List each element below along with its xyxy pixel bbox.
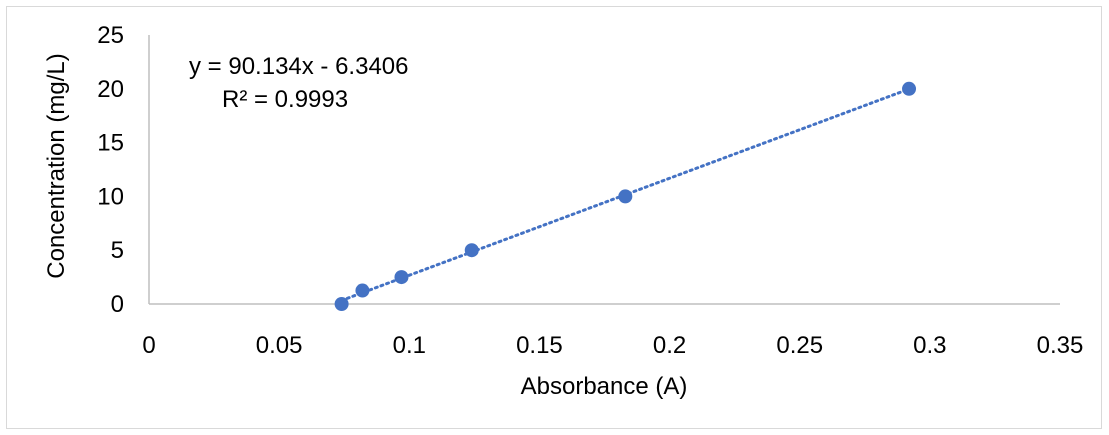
data-point (355, 283, 370, 298)
y-tick-label: 10 (97, 183, 124, 210)
x-tick-label: 0.05 (256, 332, 303, 359)
data-points (334, 81, 917, 311)
x-axis-title: Absorbance (A) (521, 373, 688, 400)
y-tick-label: 20 (97, 76, 124, 103)
x-tick-label: 0.15 (516, 332, 563, 359)
x-tick-label: 0.35 (1037, 332, 1084, 359)
y-tick-label: 0 (111, 291, 124, 318)
x-tick-label: 0.2 (653, 332, 686, 359)
x-tick-labels: 0 0.05 0.1 0.15 0.2 0.25 0.3 0.35 (142, 332, 1083, 359)
data-point (464, 243, 479, 258)
trendline-equation: y = 90.134x - 6.3406 (189, 53, 409, 80)
r-squared-label: R² = 0.9993 (222, 86, 348, 113)
y-tick-label: 15 (97, 130, 124, 157)
x-tick-label: 0 (142, 332, 155, 359)
data-point (902, 81, 917, 96)
x-tick-label: 0.1 (393, 332, 426, 359)
data-point (394, 270, 409, 285)
data-point (618, 189, 633, 204)
chart-frame (6, 6, 1102, 429)
x-tick-label: 0.3 (913, 332, 946, 359)
x-tick-label: 0.25 (776, 332, 823, 359)
axes (148, 35, 1060, 305)
y-axis-title: Concentration (mg/L) (43, 53, 70, 278)
y-tick-label: 5 (111, 237, 124, 264)
y-tick-label: 25 (97, 22, 124, 49)
data-point (334, 297, 349, 311)
y-tick-labels: 0 5 10 15 20 25 (97, 22, 124, 318)
